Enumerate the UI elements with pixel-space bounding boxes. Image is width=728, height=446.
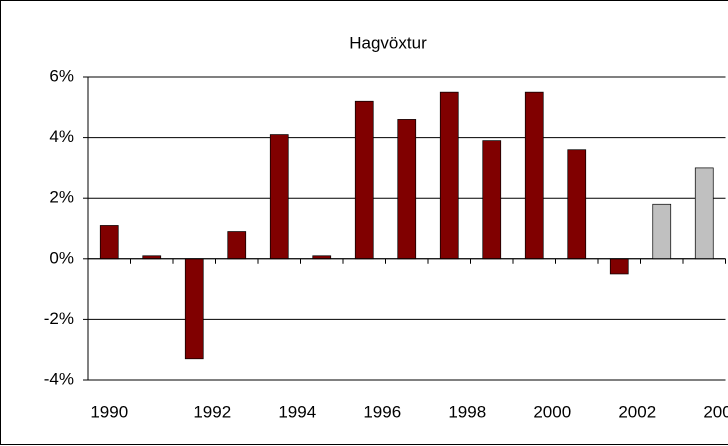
- x-tick-label: 2002: [618, 402, 656, 421]
- bar: [694, 167, 714, 260]
- bar: [354, 100, 374, 260]
- bar: [227, 231, 247, 260]
- y-tick-label: 2%: [49, 188, 74, 207]
- bar: [439, 91, 459, 260]
- bar: [269, 134, 289, 260]
- y-tick-label: -4%: [44, 369, 74, 388]
- chart-title: Hagvöxtur: [349, 33, 427, 52]
- y-tick-label: 0%: [49, 248, 74, 267]
- bar: [482, 140, 502, 260]
- bar: [524, 91, 544, 260]
- x-tick-label: 1990: [90, 402, 128, 421]
- x-tick-label: 2004: [703, 402, 728, 421]
- bar: [652, 203, 672, 260]
- bar: [184, 258, 204, 360]
- x-tick-label: 1996: [363, 402, 401, 421]
- bar: [397, 119, 417, 260]
- x-tick-label: 1992: [193, 402, 231, 421]
- y-tick-label: 4%: [49, 127, 74, 146]
- y-tick-label: -2%: [44, 309, 74, 328]
- x-tick-label: 1994: [278, 402, 316, 421]
- bar: [567, 149, 587, 260]
- x-tick-label: 2000: [533, 402, 571, 421]
- bar: [99, 225, 119, 260]
- bar: [609, 258, 629, 275]
- x-tick-label: 1998: [448, 402, 486, 421]
- y-tick-label: 6%: [49, 66, 74, 85]
